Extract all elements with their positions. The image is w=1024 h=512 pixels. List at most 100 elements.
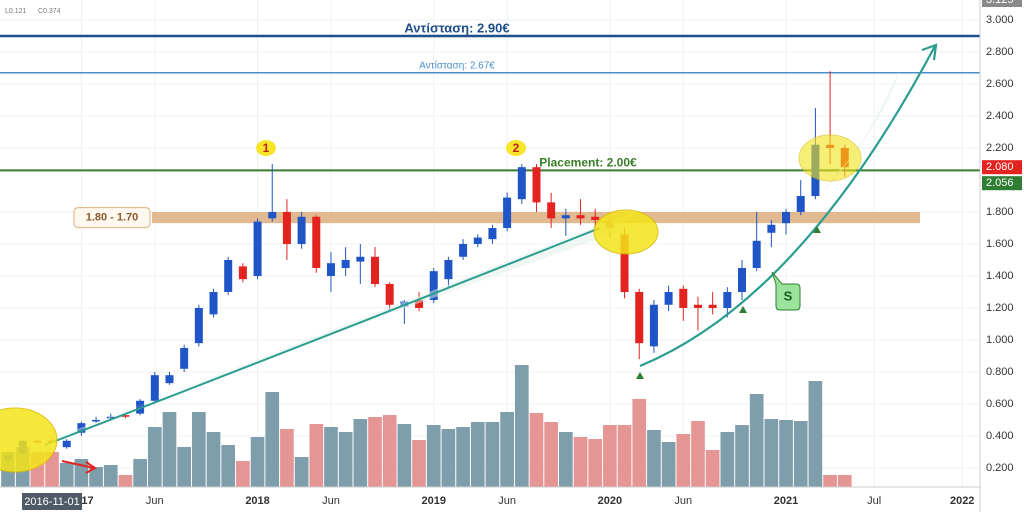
candle-body	[341, 259, 350, 268]
volume-bar	[265, 392, 280, 487]
plot-area: 1.80 - 1.70 Αντίσταση: 2.90€ Αντίσταση: 2.…	[0, 0, 980, 487]
candle-body	[297, 216, 306, 244]
volume-bar	[59, 463, 74, 487]
price-badge-label: 2.080	[986, 161, 1014, 173]
candle-body	[693, 304, 702, 308]
candle-body	[371, 256, 379, 284]
annotation-badge	[256, 140, 276, 156]
volume-bar	[382, 415, 397, 487]
candle-body	[268, 211, 277, 219]
volume-bar	[309, 424, 324, 487]
zone-label-box	[73, 207, 151, 229]
candle-body	[796, 195, 805, 212]
volume-bar	[529, 413, 544, 487]
candle-body	[121, 415, 130, 417]
candle-body	[782, 211, 791, 224]
annotation: 2	[513, 141, 520, 155]
marker	[636, 372, 644, 379]
volume-bar	[441, 429, 456, 487]
drawings: 1 2 S	[0, 43, 938, 474]
volume-bar	[720, 432, 735, 487]
y-tick-label: 2.400	[986, 110, 1014, 122]
price-badge	[982, 160, 1022, 175]
ohlc-legend: L0.121	[5, 8, 27, 15]
candle-body	[517, 167, 526, 200]
y-tick-label: 1.800	[986, 206, 1014, 218]
arrow-head	[921, 43, 938, 61]
price-badge	[982, 176, 1022, 191]
candle-body	[591, 216, 600, 220]
volume-bar	[691, 421, 705, 487]
volume-bar	[735, 425, 749, 487]
annotation-badge	[506, 140, 526, 156]
x-tick-label: 2021	[774, 495, 798, 507]
trend-fill	[55, 210, 640, 440]
candle-body	[194, 307, 203, 344]
candle-body	[356, 256, 365, 262]
volume-bar	[397, 424, 412, 487]
volume-bar	[294, 457, 309, 487]
time-axis	[0, 487, 980, 512]
candle-body	[488, 227, 497, 240]
volume-bar	[808, 381, 823, 487]
candle-body	[738, 267, 746, 292]
candle-body	[282, 211, 291, 244]
level-label: Αντίσταση: 2.67€	[419, 59, 495, 71]
highlight	[0, 407, 58, 473]
volume-bar	[588, 439, 603, 487]
volume-bar	[676, 434, 691, 487]
volume-bar	[470, 422, 485, 487]
candle-body	[253, 221, 262, 276]
y-tick-label: 0.800	[986, 366, 1014, 378]
candle-body	[547, 202, 556, 219]
volume-bar	[236, 461, 250, 487]
candle-body	[429, 271, 438, 300]
candle-body	[532, 167, 541, 203]
x-tick-label: Jun	[322, 495, 340, 507]
candle-body	[224, 259, 233, 292]
crosshair-box	[22, 493, 83, 510]
callout	[771, 271, 801, 311]
volume-bar	[103, 465, 118, 487]
volume-bar	[514, 365, 529, 487]
candle-body	[459, 243, 468, 257]
volume-bar	[823, 475, 837, 487]
volume-bar	[632, 399, 647, 487]
y-tick-label: 1.400	[986, 270, 1014, 282]
volume-bar	[544, 422, 558, 487]
volume-bar	[749, 394, 764, 487]
volume-bar	[573, 437, 588, 487]
candle-body	[752, 240, 761, 268]
volume-bar	[221, 445, 236, 487]
candle-body	[561, 215, 570, 219]
arrow	[61, 460, 95, 469]
candle-body	[150, 375, 159, 401]
candle-body	[209, 291, 218, 315]
candle-body	[708, 304, 717, 308]
volume-bar	[456, 427, 470, 487]
ohlc-legend: C0.374	[38, 8, 61, 15]
candle-body	[92, 419, 101, 422]
candle-body	[385, 283, 394, 305]
candle-body	[620, 234, 629, 292]
candle-body	[503, 197, 512, 228]
annotation: S	[784, 288, 793, 303]
x-tick-label: 2020	[598, 495, 622, 507]
x-tick-label: Jun	[498, 495, 516, 507]
y-tick-label: 1.200	[986, 302, 1014, 314]
volume-bar	[793, 421, 808, 487]
volume-bar	[617, 425, 632, 487]
x-tick-label: Jun	[674, 495, 692, 507]
zone	[152, 211, 920, 224]
volume-bar	[500, 412, 514, 487]
volume-bar	[133, 459, 147, 487]
volume-bar	[89, 467, 103, 487]
candle-body	[62, 440, 71, 448]
candle-body	[415, 299, 424, 308]
volume-bar	[779, 420, 793, 487]
volume-bar	[353, 419, 368, 487]
x-tick-label: Jul	[867, 495, 881, 507]
y-tick-label: 3.000	[986, 14, 1014, 26]
candle-body	[649, 304, 658, 347]
candle-body	[238, 266, 247, 280]
